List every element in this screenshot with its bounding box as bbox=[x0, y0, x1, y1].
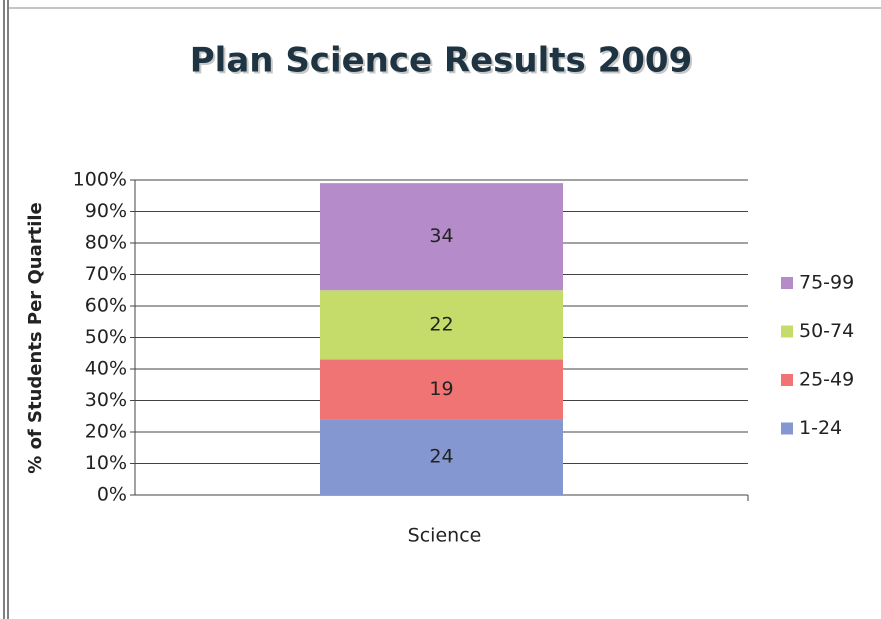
legend-swatch bbox=[781, 325, 793, 338]
y-tick-label: 60% bbox=[85, 295, 127, 317]
y-tick-label: 100% bbox=[73, 169, 127, 191]
data-label: 24 bbox=[429, 446, 453, 468]
y-tick-label: 50% bbox=[85, 326, 127, 348]
legend-label: 75-99 bbox=[799, 272, 854, 294]
chart-title: Plan Science Results 2009 bbox=[190, 41, 692, 81]
y-tick-label: 10% bbox=[85, 452, 127, 474]
bar-segment bbox=[320, 419, 563, 495]
legend-label: 50-74 bbox=[799, 320, 854, 342]
data-label: 19 bbox=[429, 378, 453, 400]
y-tick-label: 30% bbox=[85, 389, 127, 411]
x-tick-label: Science bbox=[408, 525, 482, 547]
legend-swatch bbox=[781, 277, 793, 289]
data-label: 22 bbox=[429, 313, 453, 335]
data-label: 34 bbox=[429, 225, 453, 247]
y-tick-label: 70% bbox=[85, 263, 127, 285]
title-shadow: Plan Science Results 2009 bbox=[192, 43, 694, 83]
bar-segment bbox=[320, 183, 563, 291]
y-tick-label: 40% bbox=[85, 358, 127, 380]
y-tick-label: 0% bbox=[97, 484, 127, 506]
legend-label: 1-24 bbox=[799, 417, 842, 439]
y-tick-label: 80% bbox=[85, 232, 127, 254]
legend-label: 25-49 bbox=[799, 369, 854, 391]
y-axis-label: % of Students Per Quartile bbox=[25, 202, 46, 473]
bar-segment bbox=[320, 359, 563, 420]
legend-swatch bbox=[781, 374, 793, 386]
y-tick-label: 90% bbox=[85, 200, 127, 222]
bar-segment bbox=[320, 290, 563, 360]
y-tick-label: 20% bbox=[85, 421, 127, 443]
legend-swatch bbox=[781, 422, 793, 435]
